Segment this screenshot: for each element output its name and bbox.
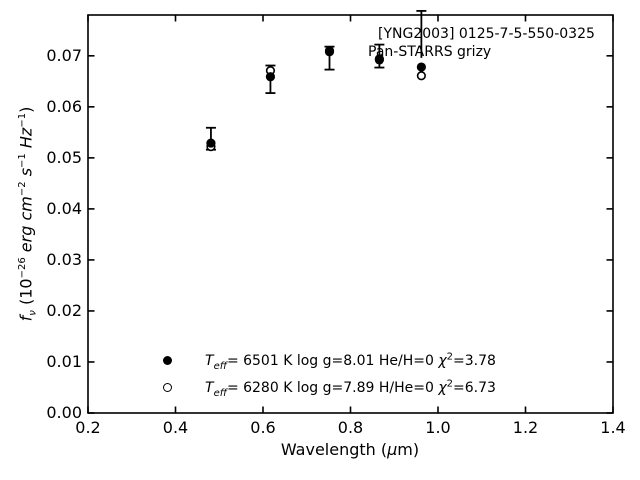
- x-tick-label: 1.4: [600, 418, 626, 437]
- x-tick-label: 0.4: [162, 418, 189, 437]
- y-tick-label: 0.06: [46, 96, 82, 116]
- y-ticks: [88, 55, 613, 414]
- object-id-annotation: [YNG2003] 0125-7-5-550-0325: [378, 26, 595, 42]
- y-tick-label: 0.07: [46, 45, 82, 65]
- legend-row-text: Teff= 6501 K log g=8.01 He/H=0 χ2=3.78: [205, 351, 496, 371]
- x-tick-label: 1.2: [512, 418, 539, 437]
- data-point-filled: [265, 72, 276, 82]
- series-open-markers: [206, 46, 426, 152]
- series-filled-markers: [206, 47, 426, 148]
- text-fragment: T: [205, 353, 214, 369]
- data-point-filled: [416, 62, 426, 72]
- y-tick-label: 0.00: [46, 403, 82, 422]
- text-fragment: =3.78: [453, 353, 496, 369]
- text-fragment: −2: [17, 181, 29, 197]
- data-point-open: [416, 71, 426, 81]
- text-fragment: s: [16, 167, 36, 177]
- text-fragment: eff: [213, 387, 227, 399]
- text-fragment: 2: [446, 351, 454, 363]
- text-fragment: 2: [446, 378, 454, 390]
- data-point-filled: [206, 138, 216, 148]
- text-fragment: m): [397, 440, 420, 459]
- y-tick-label: 0.01: [46, 351, 82, 371]
- survey-annotation: Pan-STARRS grizy: [368, 44, 492, 60]
- text-fragment: [17, 176, 36, 181]
- y-tick-label: 0.02: [46, 300, 82, 320]
- text-fragment: χ: [438, 380, 447, 396]
- x-axis-label: Wavelength (μm): [281, 440, 419, 459]
- legend-row-text: Teff= 6280 K log g=7.89 H/He=0 χ2=6.73: [205, 378, 496, 398]
- x-tick-label: 0.8: [337, 418, 364, 437]
- text-fragment: eff: [213, 360, 227, 372]
- x-tick-label: 0.2: [75, 418, 101, 437]
- text-fragment: Hz: [16, 127, 36, 149]
- data-point-filled: [324, 47, 335, 57]
- y-tick-label: 0.04: [46, 198, 82, 218]
- open-circle-icon: [163, 383, 172, 392]
- text-fragment: = 6280 K log g=7.89 H/He=0: [226, 380, 439, 396]
- filled-circle-icon: [163, 356, 172, 365]
- y-tick-label: 0.03: [46, 249, 82, 269]
- text-fragment: =6.73: [453, 380, 496, 396]
- text-fragment: χ: [438, 353, 447, 369]
- x-tick-label: 1.0: [425, 418, 451, 437]
- text-fragment: T: [205, 380, 214, 396]
- text-fragment: = 6501 K log g=8.01 He/H=0: [226, 353, 439, 369]
- y-tick-label: 0.05: [46, 147, 82, 167]
- data-point-filled: [374, 55, 384, 65]
- text-fragment: Wavelength (: [280, 440, 388, 459]
- text-fragment: μ: [387, 440, 398, 459]
- x-ticks: [87, 15, 614, 413]
- text-fragment: [17, 221, 36, 226]
- x-tick-label: 0.6: [250, 418, 276, 437]
- text-fragment: erg: [16, 225, 36, 253]
